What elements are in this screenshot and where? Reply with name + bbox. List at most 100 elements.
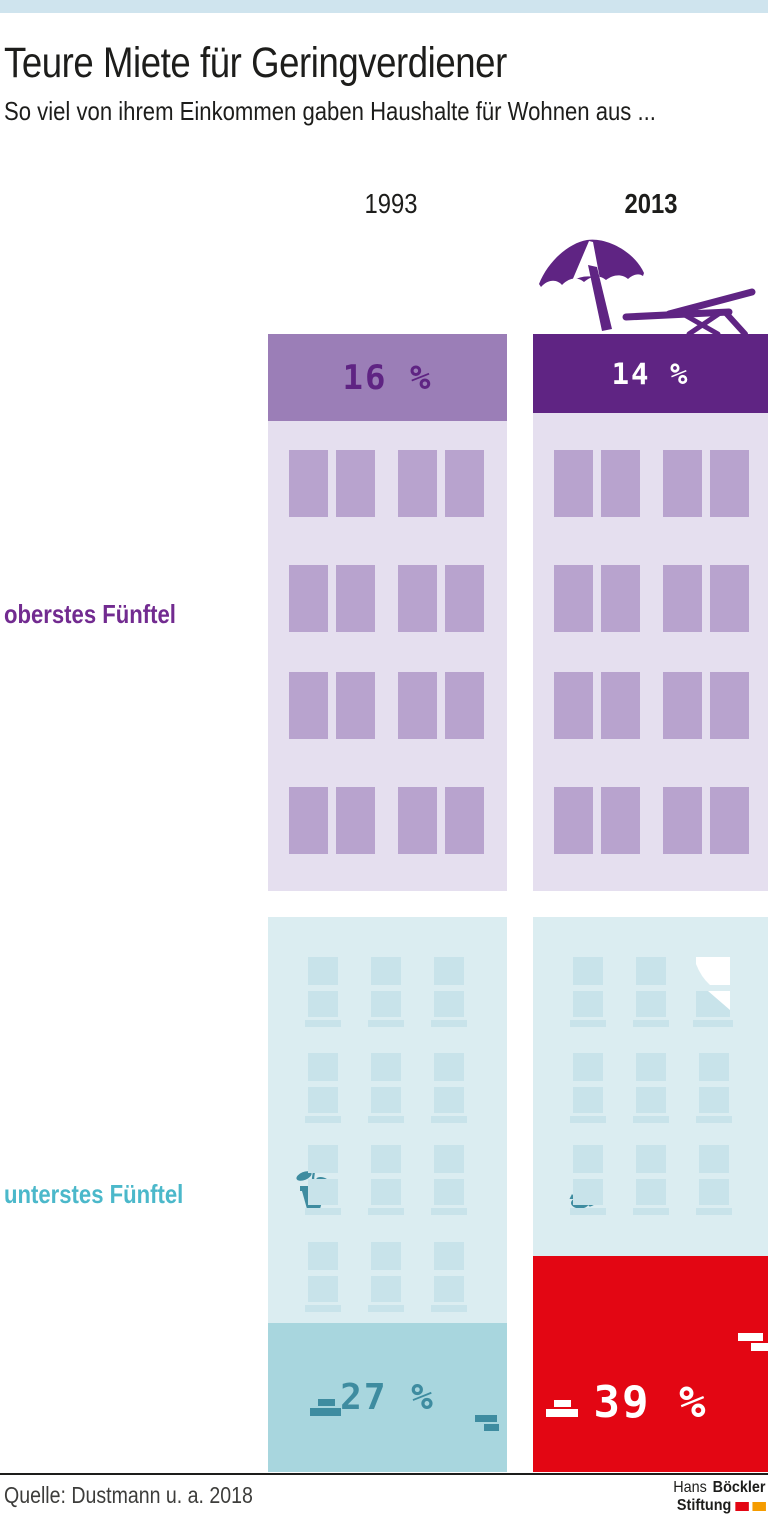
window (305, 1020, 341, 1027)
window (434, 1087, 464, 1113)
window (699, 1053, 729, 1081)
window (554, 565, 593, 632)
window (371, 1276, 401, 1302)
window (371, 1053, 401, 1081)
window (431, 1208, 467, 1215)
window (633, 1208, 669, 1215)
building-bottom-2013 (533, 917, 768, 1256)
logo-line-2: Stiftung (674, 1497, 766, 1515)
window (308, 957, 338, 985)
window (368, 1020, 404, 1027)
window (573, 1145, 603, 1173)
column-header-2013: 2013 (624, 188, 678, 219)
window (636, 1179, 666, 1205)
window (636, 1053, 666, 1081)
footer-divider (0, 1473, 768, 1475)
window (289, 672, 328, 739)
hans-boeckler-stiftung-logo: Hans Böckler Stiftung (674, 1479, 766, 1515)
window (710, 450, 749, 517)
source-note: Quelle: Dustmann u. a. 2018 (4, 1482, 253, 1508)
window (570, 1020, 606, 1027)
building-top-1993 (268, 421, 507, 891)
window (663, 787, 702, 854)
row-label-bottom-quintile: unterstes Fünftel (4, 1179, 184, 1209)
window (570, 1116, 606, 1123)
window (398, 787, 437, 854)
window (398, 672, 437, 739)
window (554, 672, 593, 739)
window (371, 991, 401, 1017)
window (636, 1087, 666, 1113)
logo-line-1: Hans Böckler (673, 1479, 766, 1496)
window (699, 1145, 729, 1173)
window (398, 565, 437, 632)
window (573, 1053, 603, 1081)
window (696, 1116, 732, 1123)
window (601, 450, 640, 517)
window (308, 1242, 338, 1270)
window (308, 1087, 338, 1113)
value-top-2013: 14 % (611, 356, 690, 391)
brick-icon (475, 1415, 497, 1422)
window (573, 957, 603, 985)
window (710, 672, 749, 739)
logo-red-square (735, 1501, 749, 1511)
window (445, 450, 484, 517)
building-bottom-1993 (268, 917, 507, 1323)
value-top-1993: 16 % (342, 357, 433, 398)
window (371, 1145, 401, 1173)
logo-orange-square (752, 1501, 766, 1511)
window (434, 1053, 464, 1081)
window (371, 1242, 401, 1270)
window (305, 1116, 341, 1123)
window (573, 1087, 603, 1113)
value-band-top-2013: 14 % (533, 334, 768, 413)
subtitle: So viel von ihrem Einkommen gaben Hausha… (4, 96, 656, 126)
window (336, 565, 375, 632)
window (431, 1020, 467, 1027)
window (434, 1242, 464, 1270)
window (336, 450, 375, 517)
window (710, 787, 749, 854)
value-band-bottom-1993: 27 % (268, 1323, 507, 1472)
window (434, 957, 464, 985)
window (371, 1087, 401, 1113)
window (308, 1053, 338, 1081)
window (601, 672, 640, 739)
window (554, 787, 593, 854)
window (308, 991, 338, 1017)
brick-icon (546, 1409, 578, 1417)
window (636, 991, 666, 1017)
value-band-top-1993: 16 % (268, 334, 507, 421)
window (368, 1116, 404, 1123)
brick-icon (738, 1333, 763, 1341)
window (431, 1116, 467, 1123)
page-title: Teure Miete für Geringverdiener (4, 39, 507, 87)
window (573, 991, 603, 1017)
window (663, 672, 702, 739)
window (633, 1020, 669, 1027)
window (398, 450, 437, 517)
window (305, 1305, 341, 1312)
window (601, 787, 640, 854)
value-bottom-2013: 39 % (593, 1376, 708, 1428)
window (308, 1179, 338, 1205)
value-bottom-1993: 27 % (340, 1377, 435, 1418)
window (336, 672, 375, 739)
column-header-1993: 1993 (364, 188, 418, 219)
top-accent-bar (0, 0, 768, 13)
window (445, 672, 484, 739)
window (431, 1305, 467, 1312)
window (289, 450, 328, 517)
window (445, 565, 484, 632)
value-band-bottom-2013: 39 % (533, 1256, 768, 1472)
brick-icon (484, 1424, 499, 1431)
window (636, 1145, 666, 1173)
window (696, 1208, 732, 1215)
window (573, 1179, 603, 1205)
window (308, 1276, 338, 1302)
window (663, 450, 702, 517)
brick-icon (554, 1400, 571, 1407)
window (699, 1087, 729, 1113)
